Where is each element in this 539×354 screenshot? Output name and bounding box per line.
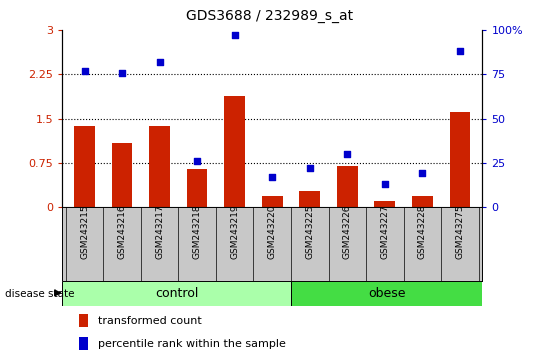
Point (306, 165, 314, 171)
Text: transformed count: transformed count (98, 316, 202, 326)
Bar (62, 281, 291, 306)
Bar (224, 96, 245, 207)
Point (193, 158, 202, 164)
Text: obese: obese (368, 287, 406, 300)
Bar (149, 126, 170, 207)
Text: disease state: disease state (5, 289, 75, 299)
Point (230, 33, 239, 38)
Bar (450, 112, 470, 207)
Bar (79, 337, 88, 350)
Bar (262, 196, 282, 207)
Bar (74, 126, 95, 207)
Text: GDS3688 / 232989_s_at: GDS3688 / 232989_s_at (186, 9, 353, 23)
Bar (337, 166, 357, 207)
Point (268, 174, 277, 180)
Point (118, 70, 126, 75)
Point (381, 181, 389, 187)
Bar (79, 314, 88, 327)
Bar (112, 143, 133, 207)
Point (418, 171, 427, 176)
Point (80, 68, 89, 74)
Point (455, 48, 464, 54)
Bar (299, 190, 320, 207)
Text: percentile rank within the sample: percentile rank within the sample (98, 339, 286, 349)
Point (155, 59, 164, 65)
Bar (291, 281, 482, 306)
Bar (187, 169, 208, 207)
Bar (412, 196, 433, 207)
Text: control: control (155, 287, 198, 300)
Point (343, 151, 351, 157)
Bar (375, 201, 395, 207)
